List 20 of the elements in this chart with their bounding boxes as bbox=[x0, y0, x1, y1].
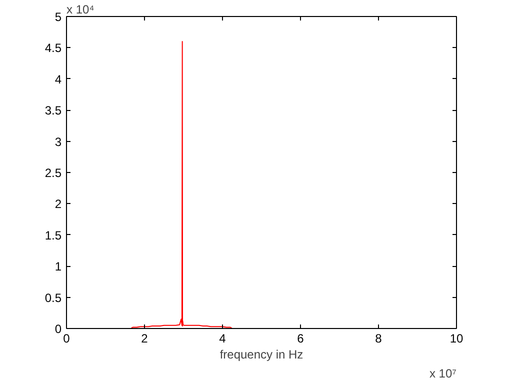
x-tick-label: 8 bbox=[375, 332, 382, 346]
y-tick-label: 4 bbox=[54, 72, 62, 86]
x-tick-label: 10 bbox=[450, 332, 464, 346]
y-tick-label: 0 bbox=[54, 322, 62, 336]
annotation: x 10⁴ bbox=[66, 2, 94, 16]
x-tick-label: 6 bbox=[297, 332, 304, 346]
y-tick-label: 1 bbox=[54, 260, 62, 274]
y-tick-label: 2 bbox=[54, 197, 62, 212]
y-tick-label: 2.5 bbox=[44, 166, 62, 180]
y-tick-label: 3.5 bbox=[44, 104, 62, 118]
x-axis-title: frequency in Hz bbox=[220, 348, 304, 362]
text: x 10⁷ bbox=[429, 366, 457, 380]
y-tick-label: 0.5 bbox=[44, 290, 62, 305]
y-tick-label: 1.5 bbox=[44, 228, 62, 242]
x-tick-label: 2 bbox=[141, 332, 148, 346]
y-tick-label: 5 bbox=[54, 10, 62, 24]
y-tick-label: 3 bbox=[54, 134, 62, 149]
y-tick-label: 4.5 bbox=[44, 41, 62, 56]
x-tick-label: 0 bbox=[63, 332, 70, 346]
x-tick-label: 4 bbox=[219, 332, 226, 346]
